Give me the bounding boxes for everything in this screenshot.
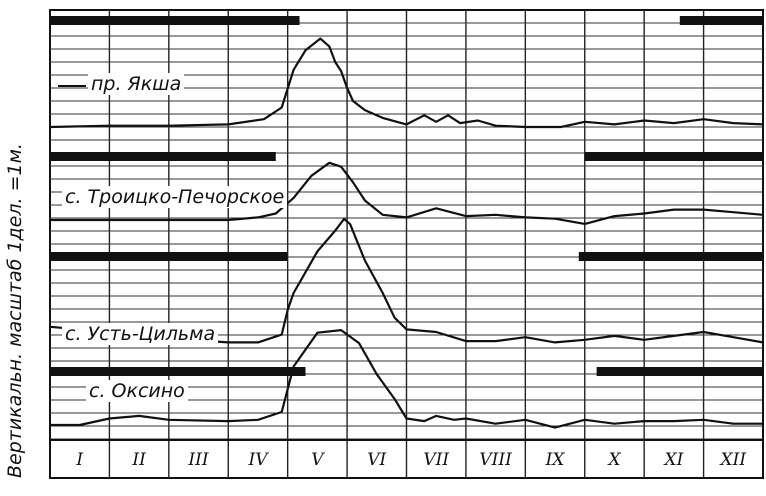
month-label: XI bbox=[664, 450, 684, 470]
month-label: V bbox=[311, 450, 324, 470]
series-line bbox=[49, 217, 764, 344]
month-label: XII bbox=[720, 450, 747, 470]
series-line bbox=[50, 329, 763, 429]
ice-cover-bar bbox=[50, 367, 306, 376]
month-label: II bbox=[132, 450, 146, 470]
y-axis-label: Вертикальн. масштаб 1дел. =1м. bbox=[4, 143, 26, 478]
ice-cover-bar bbox=[50, 152, 276, 161]
month-label: I bbox=[76, 450, 84, 470]
series-label-yaksha: пр. Якша bbox=[88, 73, 185, 95]
month-label: III bbox=[188, 450, 209, 470]
month-label: IX bbox=[545, 450, 565, 470]
month-label: X bbox=[608, 450, 621, 470]
month-label: VIII bbox=[479, 450, 512, 470]
month-label: VII bbox=[423, 450, 450, 470]
ice-cover-bar bbox=[584, 152, 763, 161]
ice-cover-bar bbox=[50, 252, 288, 261]
ice-cover-bar bbox=[679, 16, 763, 25]
month-label: IV bbox=[248, 450, 268, 470]
series-label-oksino: с. Оксино bbox=[86, 380, 188, 402]
series-line bbox=[49, 37, 764, 129]
series-label-troitsko-pechorskoe: с. Троицко-Печорское bbox=[62, 186, 288, 208]
series-line bbox=[50, 161, 764, 225]
ice-cover-bar bbox=[596, 367, 763, 376]
month-label: VI bbox=[367, 450, 387, 470]
series-label-ust-tsilma: с. Усть-Цильма bbox=[62, 323, 219, 345]
ice-cover-bar bbox=[578, 252, 763, 261]
ice-cover-bar bbox=[50, 16, 300, 25]
